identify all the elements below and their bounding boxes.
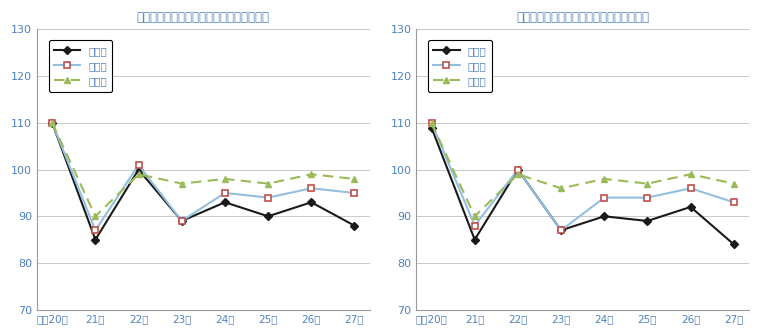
東　北 <box>729 200 738 204</box>
全　国 <box>556 186 565 190</box>
全　国 <box>177 182 186 186</box>
全　国 <box>729 182 738 186</box>
福島県 <box>643 219 652 223</box>
Line: 東　北: 東 北 <box>49 119 358 234</box>
東　北 <box>427 121 436 125</box>
Line: 全　国: 全 国 <box>428 119 737 220</box>
福島県 <box>513 168 522 172</box>
Line: 東　北: 東 北 <box>428 119 737 234</box>
東　北 <box>134 163 143 167</box>
Line: 全　国: 全 国 <box>49 119 358 220</box>
全　国 <box>264 182 273 186</box>
福島県 <box>134 168 143 172</box>
東　北 <box>686 186 695 190</box>
東　北 <box>556 228 565 232</box>
福島県 <box>350 224 359 228</box>
全　国 <box>513 172 522 176</box>
全　国 <box>48 121 57 125</box>
東　北 <box>600 196 609 200</box>
福島県 <box>600 214 609 218</box>
東　北 <box>91 228 100 232</box>
福島県 <box>264 214 273 218</box>
Line: 福島県: 福島県 <box>429 125 736 247</box>
東　北 <box>350 191 359 195</box>
東　北 <box>177 219 186 223</box>
福島県 <box>177 219 186 223</box>
全　国 <box>600 177 609 181</box>
福島県 <box>729 242 738 246</box>
福島県 <box>686 205 695 209</box>
福島県 <box>470 238 480 242</box>
東　北 <box>513 168 522 172</box>
東　北 <box>643 196 652 200</box>
東　北 <box>264 196 273 200</box>
東　北 <box>220 191 230 195</box>
東　北 <box>307 186 316 190</box>
福島県 <box>307 200 316 204</box>
全　国 <box>134 172 143 176</box>
全　国 <box>307 172 316 176</box>
全　国 <box>427 121 436 125</box>
東　北 <box>470 224 480 228</box>
Legend: 福島県, 東　北, 全　国: 福島県, 東 北, 全 国 <box>49 40 112 92</box>
全　国 <box>91 214 100 218</box>
全　国 <box>643 182 652 186</box>
東　北 <box>48 121 57 125</box>
福島県 <box>427 126 436 130</box>
全　国 <box>220 177 230 181</box>
福島県 <box>91 238 100 242</box>
福島県 <box>48 121 57 125</box>
Title: 福島県・東北・全国の年別生産指数の推移: 福島県・東北・全国の年別生産指数の推移 <box>137 11 270 24</box>
Line: 福島県: 福島県 <box>49 120 357 243</box>
Title: 福島県・東北・全国の年別出荷指数の推移: 福島県・東北・全国の年別出荷指数の推移 <box>516 11 649 24</box>
全　国 <box>470 214 480 218</box>
全　国 <box>350 177 359 181</box>
全　国 <box>686 172 695 176</box>
Legend: 福島県, 東　北, 全　国: 福島県, 東 北, 全 国 <box>429 40 492 92</box>
福島県 <box>556 228 565 232</box>
福島県 <box>220 200 230 204</box>
